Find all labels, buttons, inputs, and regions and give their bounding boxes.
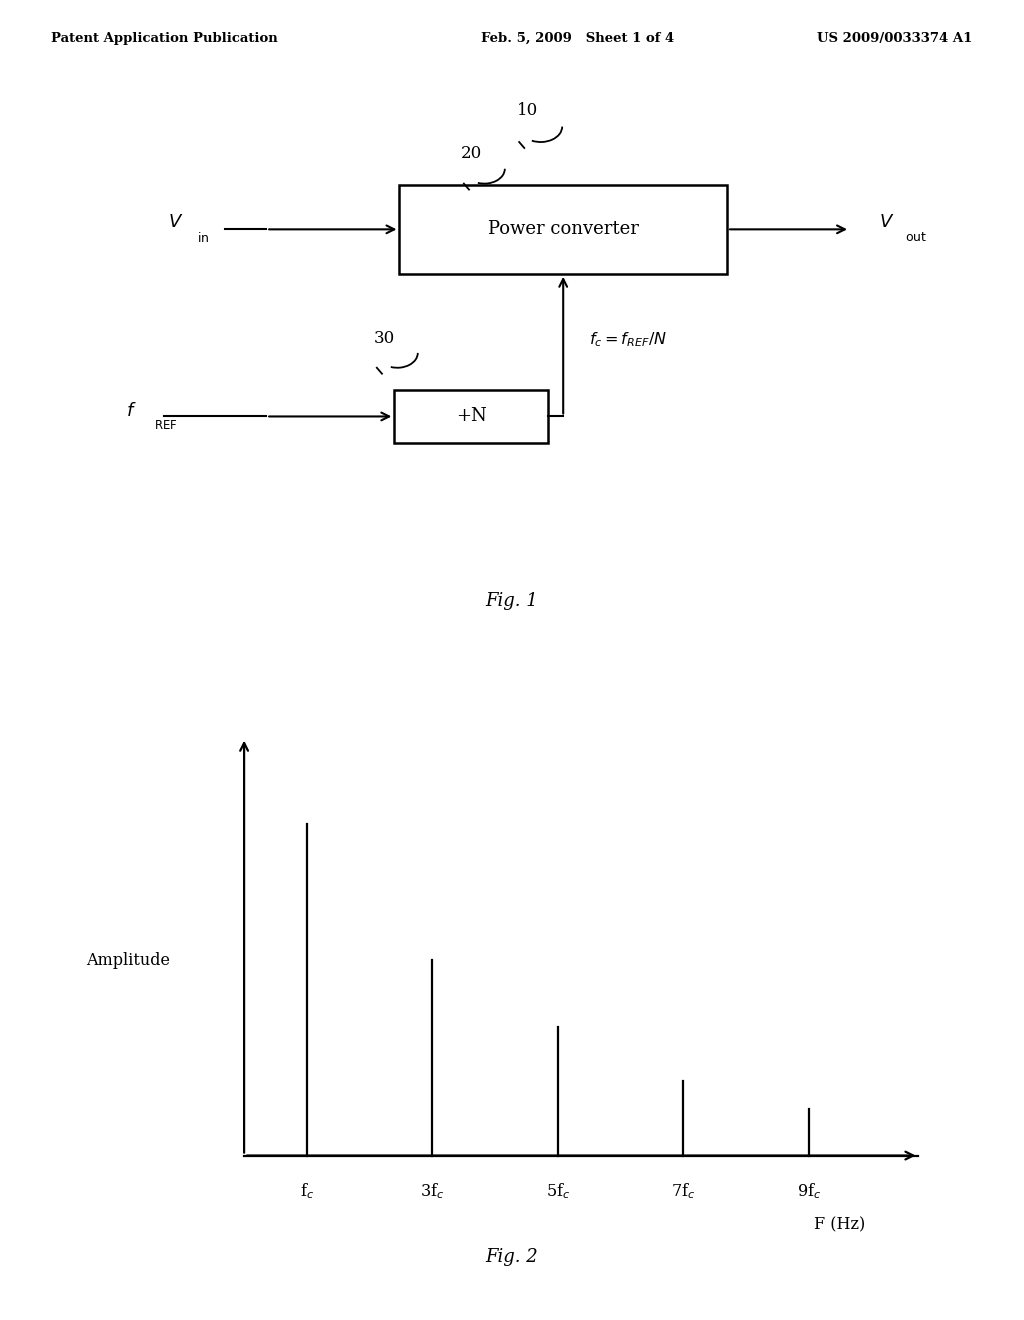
Text: $f$: $f$ bbox=[126, 401, 136, 420]
Text: $\mathsf{in}$: $\mathsf{in}$ bbox=[197, 231, 209, 244]
Text: f$_c$: f$_c$ bbox=[300, 1181, 313, 1201]
FancyBboxPatch shape bbox=[394, 389, 548, 444]
Text: $V$: $V$ bbox=[169, 214, 183, 231]
Text: +N: +N bbox=[456, 408, 486, 425]
Text: $\mathsf{REF}$: $\mathsf{REF}$ bbox=[154, 420, 178, 433]
Text: $V$: $V$ bbox=[879, 214, 894, 231]
FancyBboxPatch shape bbox=[399, 185, 727, 275]
Text: 9f$_c$: 9f$_c$ bbox=[797, 1181, 821, 1201]
Text: Feb. 5, 2009   Sheet 1 of 4: Feb. 5, 2009 Sheet 1 of 4 bbox=[481, 32, 675, 45]
Text: Power converter: Power converter bbox=[487, 220, 639, 239]
Text: 7f$_c$: 7f$_c$ bbox=[671, 1181, 695, 1201]
Text: Amplitude: Amplitude bbox=[86, 952, 170, 969]
Text: 5f$_c$: 5f$_c$ bbox=[546, 1181, 570, 1201]
Text: $\mathsf{out}$: $\mathsf{out}$ bbox=[905, 231, 928, 244]
Text: 10: 10 bbox=[517, 102, 539, 119]
Text: US 2009/0033374 A1: US 2009/0033374 A1 bbox=[817, 32, 973, 45]
Text: Patent Application Publication: Patent Application Publication bbox=[51, 32, 278, 45]
Text: Fig. 1: Fig. 1 bbox=[485, 591, 539, 610]
Text: $f_c = f_{REF}/N$: $f_c = f_{REF}/N$ bbox=[589, 330, 667, 348]
Text: 20: 20 bbox=[461, 145, 482, 162]
Text: Fig. 2: Fig. 2 bbox=[485, 1247, 539, 1266]
Text: F (Hz): F (Hz) bbox=[814, 1216, 865, 1233]
Text: 3f$_c$: 3f$_c$ bbox=[420, 1181, 444, 1201]
Text: 30: 30 bbox=[374, 330, 395, 347]
